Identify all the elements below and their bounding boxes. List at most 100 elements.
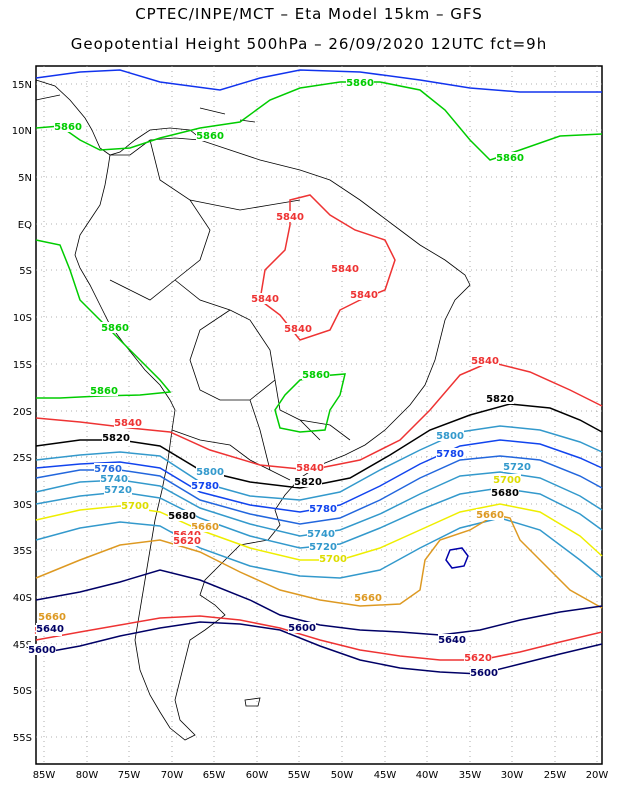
contour-label-background	[436, 448, 464, 459]
contour-label: 5860	[346, 78, 374, 89]
contour-label-background	[168, 510, 196, 521]
contour-label-background	[100, 473, 128, 484]
contour-label: 5660	[476, 510, 504, 521]
map-title: CPTEC/INPE/MCT – Eta Model 15km – GFS	[135, 5, 483, 23]
contour-5860-blue-north	[35, 69, 602, 93]
contour-5640	[35, 569, 603, 636]
lat-tick-label: 20S	[13, 407, 32, 418]
longitude-labels: 85W 80W 75W 70W 65W 60W 55W 50W 45W 40W 35W 30W 25W 2…	[33, 770, 609, 781]
contour-label-background	[486, 393, 514, 404]
contour-label: 5780	[191, 481, 219, 492]
contour-label-background	[307, 528, 335, 539]
contour-label: 5660	[354, 593, 382, 604]
contour-label-background	[464, 652, 492, 663]
contour-label-background	[276, 211, 304, 222]
contour-label-background	[331, 263, 359, 274]
contour-labels: 5860 5860 5860 5860 5860 5860 5860 5840 5840 5840…	[28, 77, 531, 679]
contour-label-background	[196, 466, 224, 477]
contour-label-background	[173, 529, 201, 540]
central-america-coast	[35, 79, 201, 156]
contour-5860-west	[35, 239, 172, 399]
contour-label: 5780	[309, 504, 337, 515]
contour-5600	[35, 621, 603, 675]
map-frame	[35, 65, 603, 765]
contour-label-background	[104, 484, 132, 495]
lat-tick-label: 10N	[12, 126, 32, 137]
contour-label: 5700	[121, 501, 149, 512]
lon-tick-label: 40W	[416, 770, 439, 781]
contour-label: 5860	[54, 122, 82, 133]
lat-tick-label: 50S	[13, 686, 32, 697]
contour-label: 5600	[470, 668, 498, 679]
contour-label: 5720	[309, 542, 337, 553]
contour-5800	[35, 425, 603, 501]
contour-label: 5760	[94, 464, 122, 475]
contour-5720	[35, 487, 603, 549]
lon-tick-label: 30W	[501, 770, 524, 781]
contour-label-background	[319, 553, 347, 564]
lat-tick-label: 15S	[13, 360, 32, 371]
contour-label: 5860	[496, 153, 524, 164]
lat-tick-label: 25S	[13, 453, 32, 464]
contour-label: 5840	[296, 463, 324, 474]
contour-label: 5840	[114, 418, 142, 429]
contour-label-background	[101, 322, 129, 333]
lon-tick-label: 65W	[203, 770, 226, 781]
contour-label: 5620	[464, 653, 492, 664]
contour-label: 5820	[486, 394, 514, 405]
contour-label-background	[496, 152, 524, 163]
contour-label-background	[38, 611, 66, 622]
contour-label: 5860	[302, 370, 330, 381]
contour-label: 5620	[173, 536, 201, 547]
contour-5620	[35, 615, 603, 661]
contour-label-background	[102, 432, 130, 443]
contour-label-background	[288, 622, 316, 633]
contour-label-background	[94, 463, 122, 474]
lon-tick-label: 55W	[288, 770, 311, 781]
contour-label: 5860	[90, 386, 118, 397]
lat-tick-label: 5N	[18, 173, 32, 184]
contour-label: 5660	[191, 522, 219, 533]
lat-tick-label: 5S	[19, 266, 32, 277]
contour-label: 5800	[436, 431, 464, 442]
contour-label-background	[436, 430, 464, 441]
contour-5860-central	[274, 373, 346, 433]
contour-5840-south	[35, 361, 603, 471]
contour-label-background	[90, 385, 118, 396]
contour-label-background	[294, 476, 322, 487]
contour-label: 5820	[294, 477, 322, 488]
contour-label: 5820	[102, 433, 130, 444]
contour-label-background	[196, 130, 224, 141]
lat-tick-label: 55S	[13, 733, 32, 744]
contour-label: 5840	[350, 290, 378, 301]
falkland-islands	[244, 697, 261, 707]
map-subtitle: Geopotential Height 500hPa – 26/09/2020 …	[70, 35, 548, 53]
contour-label: 5840	[331, 264, 359, 275]
contour-label-background	[302, 369, 330, 380]
lat-tick-label: 15N	[12, 80, 32, 91]
lon-tick-label: 20W	[586, 770, 609, 781]
contour-label: 5740	[307, 529, 335, 540]
contour-label: 5660	[38, 612, 66, 623]
contour-label-background	[346, 77, 374, 88]
contour-label-background	[284, 323, 312, 334]
lon-tick-label: 85W	[33, 770, 56, 781]
contour-label: 5840	[251, 294, 279, 305]
lon-tick-label: 35W	[459, 770, 482, 781]
lon-tick-label: 45W	[374, 770, 397, 781]
contour-label: 5860	[101, 323, 129, 334]
latitude-labels: 15N 10N 5N EQ 5S 10S 15S 20S 25S 30S 35S 40S 45S 50S 5…	[12, 80, 32, 744]
contour-label-background	[191, 480, 219, 491]
contour-label: 5680	[491, 488, 519, 499]
contour-label-background	[114, 417, 142, 428]
lat-tick-label: 40S	[13, 593, 32, 604]
lat-tick-label: 35S	[13, 546, 32, 557]
contour-label: 5840	[276, 212, 304, 223]
lon-tick-label: 80W	[76, 770, 99, 781]
contour-label-background	[173, 535, 201, 546]
contour-5820	[35, 403, 603, 489]
contour-label: 5720	[104, 485, 132, 496]
contour-label-background	[251, 293, 279, 304]
contour-5740	[35, 471, 603, 537]
